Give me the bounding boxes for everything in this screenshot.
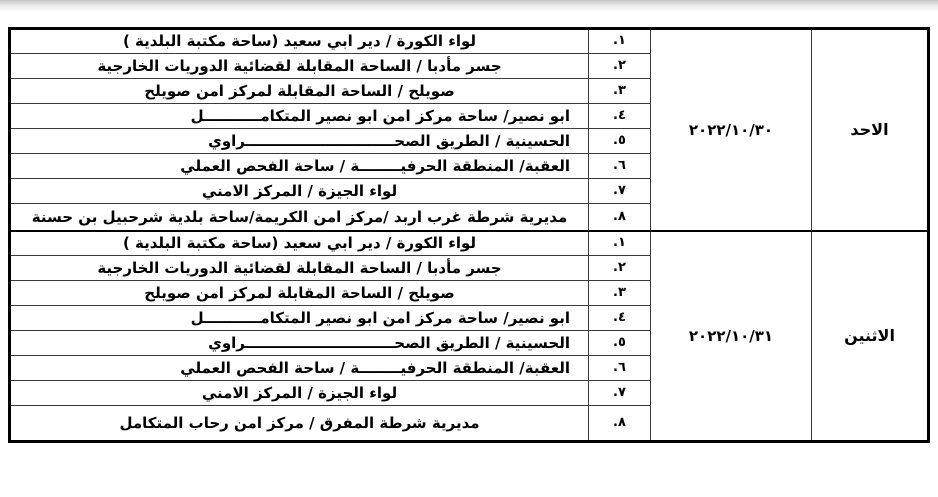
table-row: ٣. صويلح / الساحة المقابلة لمركز امن صوي… — [9, 78, 929, 104]
duty-schedule-table: الاحد ٢٠٢٢/١٠/٣٠ ١. لواء الكورة / دير اب… — [8, 27, 930, 443]
row-number-cell: ٧. — [588, 380, 651, 406]
location-cell: مديرية شرطة غرب اربد /مركز امن الكريمة/س… — [9, 203, 589, 231]
row-number-cell: ٤. — [588, 103, 651, 129]
location-cell: لواء الكورة / دير ابي سعيد (ساحة مكتبة ا… — [9, 28, 589, 54]
row-number-cell: ١. — [588, 229, 651, 256]
location-cell: جسر مأدبا / الساحة المقابلة لقضائية الدو… — [9, 53, 589, 79]
table-row: ٣. صويلح / الساحة المقابلة لمركز امن صوي… — [9, 280, 929, 306]
location-cell: ابو نصير/ ساحة مركز امن ابو نصير المتكام… — [9, 103, 589, 129]
row-number-cell: ١. — [588, 28, 651, 54]
date-cell: ٢٠٢٢/١٠/٣١ — [650, 229, 812, 442]
table-row: ٦. العقبة/ المنطقة الحرفيــــــــة / ساح… — [9, 153, 929, 179]
day-cell: الاحد — [811, 28, 929, 231]
location-cell: لواء الجيزة / المركز الامني — [9, 380, 589, 406]
location-cell: العقبة/ المنطقة الحرفيــــــــة / ساحة ا… — [9, 355, 589, 381]
location-cell: صويلح / الساحة المقابلة لمركز امن صويلح — [9, 280, 589, 306]
location-cell: مديرية شرطة المفرق / مركز امن رحاب المتك… — [9, 405, 589, 442]
location-cell: العقبة/ المنطقة الحرفيــــــــة / ساحة ا… — [9, 153, 589, 179]
location-cell: لواء الكورة / دير ابي سعيد (ساحة مكتبة ا… — [9, 229, 589, 256]
row-number-cell: ٣. — [588, 280, 651, 306]
date-cell: ٢٠٢٢/١٠/٣٠ — [650, 28, 812, 231]
row-number-cell: ٧. — [588, 178, 651, 204]
table-row: ٧. لواء الجيزة / المركز الامني — [9, 178, 929, 204]
location-cell: ابو نصير/ ساحة مركز امن ابو نصير المتكام… — [9, 305, 589, 331]
table-row: ٨. مديرية شرطة غرب اربد /مركز امن الكريم… — [9, 203, 929, 231]
row-number-cell: ٢. — [588, 53, 651, 79]
row-number-cell: ٨. — [588, 203, 651, 231]
table-row: الاحد ٢٠٢٢/١٠/٣٠ ١. لواء الكورة / دير اب… — [9, 28, 929, 231]
location-cell: لواء الجيزة / المركز الامني — [9, 178, 589, 204]
row-number-cell: ٥. — [588, 330, 651, 356]
row-number-cell: ٦. — [588, 153, 651, 179]
location-cell: صويلح / الساحة المقابلة لمركز امن صويلح — [9, 78, 589, 104]
row-number-cell: ٣. — [588, 78, 651, 104]
row-number-cell: ٨. — [588, 405, 651, 442]
row-number-cell: ٦. — [588, 355, 651, 381]
location-cell: جسر مأدبا / الساحة المقابلة لقضائية الدو… — [9, 255, 589, 281]
table-row: ٨. مديرية شرطة المفرق / مركز امن رحاب ال… — [9, 405, 929, 442]
table-row: ٢. جسر مأدبا / الساحة المقابلة لقضائية ا… — [9, 53, 929, 79]
row-number-cell: ٢. — [588, 255, 651, 281]
table-row: ٤. ابو نصير/ ساحة مركز امن ابو نصير المت… — [9, 305, 929, 331]
table-row: الاثنين ٢٠٢٢/١٠/٣١ ١. لواء الكورة / دير … — [9, 229, 929, 442]
row-number-cell: ٤. — [588, 305, 651, 331]
page-top-scan-shadow — [0, 0, 938, 12]
location-cell: الحسينية / الطريق الصحــــــــــــــــــ… — [9, 330, 589, 356]
row-number-cell: ٥. — [588, 128, 651, 154]
location-cell: الحسينية / الطريق الصحــــــــــــــــــ… — [9, 128, 589, 154]
day-cell: الاثنين — [811, 229, 929, 442]
